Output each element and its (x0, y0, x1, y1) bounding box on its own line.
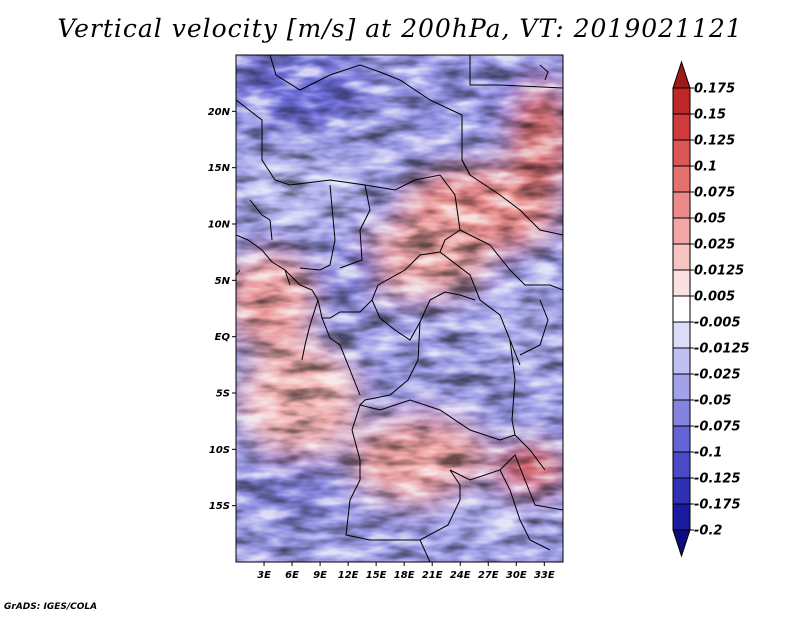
colorbar-level-label-3: 0.1 (694, 160, 717, 175)
colorbar-level-label-12: -0.05 (694, 394, 731, 409)
colorbar-segment-3 (672, 139, 691, 167)
colorbar-segment-12 (672, 373, 691, 401)
colorbar-top-arrow (672, 60, 691, 89)
colorbar-level-label-2: 0.125 (694, 134, 735, 149)
colorbar-level-label-11: -0.025 (694, 368, 741, 383)
lat-tick-label-0: 20N (208, 107, 231, 118)
lon-tick-label-4: 15E (366, 570, 387, 581)
colorbar-level-label-1: 0.15 (694, 108, 726, 123)
colorbar-level-label-10: -0.0125 (694, 342, 750, 357)
lon-tick-label-7: 24E (450, 570, 471, 581)
lon-tick-label-6: 21E (422, 570, 443, 581)
lon-tick-label-8: 27E (478, 570, 499, 581)
lat-tick-label-4: EQ (215, 332, 231, 343)
colorbar-level-label-4: 0.075 (694, 186, 735, 201)
lat-tick-label-1: 15N (208, 163, 231, 174)
lat-tick-label-6: 10S (209, 445, 230, 456)
colorbar-level-label-13: -0.075 (694, 420, 741, 435)
colorbar-segment-5 (672, 191, 691, 219)
lat-tick-label-5: 5S (216, 389, 230, 400)
colorbar-segment-2 (672, 113, 691, 141)
grads-credit: GrADS: IGES/COLA (4, 602, 98, 612)
lon-tick-label-1: 6E (285, 570, 299, 581)
colorbar-segment-1 (672, 87, 691, 115)
colorbar-segment-11 (672, 347, 691, 375)
colorbar-level-label-17: -0.2 (694, 524, 722, 539)
colorbar-segment-14 (672, 425, 691, 453)
colorbar-segment-8 (672, 269, 691, 297)
colorbar-bottom-arrow (672, 529, 691, 558)
colorbar-level-label-15: -0.125 (694, 472, 741, 487)
colorbar-level-label-8: 0.005 (694, 290, 735, 305)
colorbar-level-label-14: -0.1 (694, 446, 722, 461)
lon-tick-label-10: 33E (534, 570, 555, 581)
country-borders (236, 55, 563, 562)
map-title: Vertical velocity [m/s] at 200hPa, VT: 2… (57, 14, 743, 43)
colorbar-level-label-6: 0.025 (694, 238, 735, 253)
colorbar-level-label-5: 0.05 (694, 212, 726, 227)
lon-tick-label-2: 9E (313, 570, 327, 581)
colorbar-segment-13 (672, 399, 691, 427)
colorbar-segment-10 (672, 321, 691, 349)
colorbar-segment-4 (672, 165, 691, 193)
lon-tick-label-9: 30E (506, 570, 527, 581)
latitude-axis: 20N 15N 10N 5N EQ 5S 10S 15S (208, 107, 236, 512)
lon-tick-label-0: 3E (257, 570, 271, 581)
plot-frame (235, 54, 564, 563)
field-texture (236, 55, 563, 562)
colorbar-segment-7 (672, 243, 691, 271)
lat-tick-label-7: 15S (209, 501, 230, 512)
lat-tick-label-3: 5N (215, 276, 231, 287)
colorbar-segment-16 (672, 477, 691, 505)
colorbar: 0.175 0.15 0.125 0.1 0.075 0.05 0.025 0.0125 0.0… (672, 60, 750, 558)
colorbar-segment-9 (672, 295, 691, 323)
colorbar-level-label-9: -0.005 (694, 316, 741, 331)
colorbar-segment-17 (672, 503, 691, 531)
colorbar-segment-15 (672, 451, 691, 479)
vertical-velocity-field (236, 55, 563, 562)
colorbar-level-label-0: 0.175 (694, 82, 735, 97)
lon-tick-label-3: 12E (338, 570, 359, 581)
colorbar-segment-6 (672, 217, 691, 245)
colorbar-level-label-7: 0.0125 (694, 264, 744, 279)
lon-tick-label-5: 18E (394, 570, 415, 581)
longitude-axis: 3E 6E 9E 12E 15E 18E 21E 24E 27E 30E 33E (257, 562, 555, 581)
colorbar-level-label-16: -0.175 (694, 498, 741, 513)
lat-tick-label-2: 10N (208, 220, 231, 231)
